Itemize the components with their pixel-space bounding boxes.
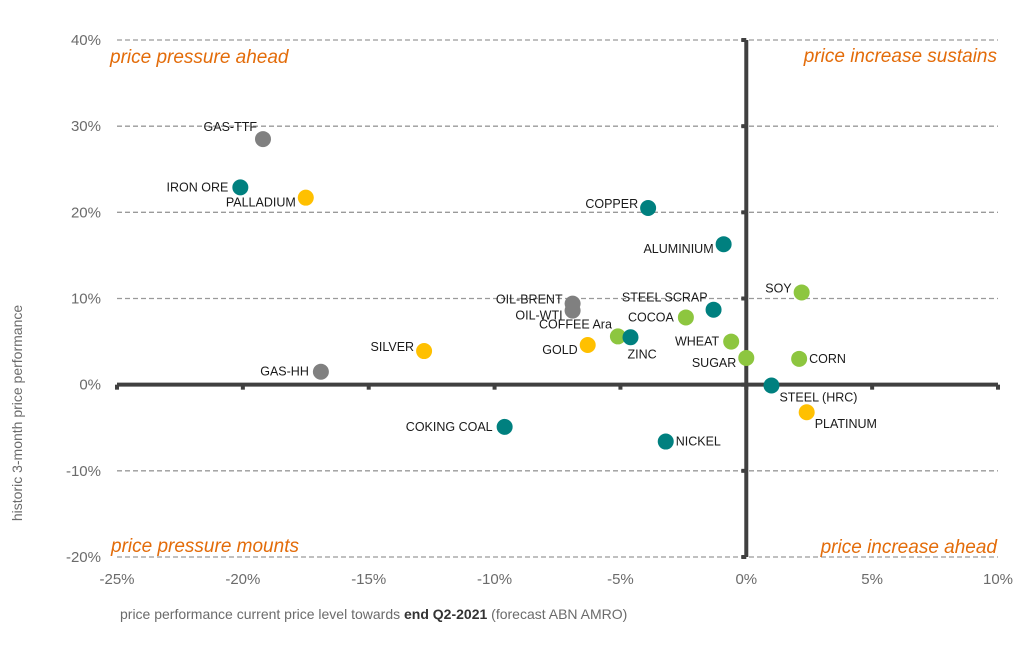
point-label: WHEAT	[675, 335, 720, 349]
quadrant-label-top-left: price pressure ahead	[109, 47, 290, 68]
x-tick-mark	[996, 384, 1000, 390]
point-label: PLATINUM	[815, 417, 877, 431]
data-point-coffee-ara	[609, 328, 626, 345]
point-label: IRON ORE	[167, 180, 229, 194]
point-label: COPPER	[585, 197, 638, 211]
y-tick-mark	[741, 468, 747, 473]
quadrant-label-bottom-left: price pressure mounts	[110, 536, 299, 557]
point-label: OIL-BRENT	[496, 293, 563, 307]
point-label: COCOA	[628, 310, 675, 324]
data-point-wheat	[723, 333, 740, 350]
point-label: ZINC	[627, 347, 656, 361]
data-point-gas-hh	[312, 363, 329, 380]
axes	[115, 38, 1000, 559]
point-label: GAS-HH	[260, 365, 309, 379]
data-point-corn	[791, 350, 808, 367]
x-tick-mark	[492, 384, 497, 390]
data-point-palladium	[297, 189, 314, 206]
point-label: GAS-TTF	[204, 120, 258, 134]
x-tick-label: 5%	[861, 571, 883, 588]
data-point-cocoa	[677, 309, 694, 326]
x-tick-label: 10%	[983, 571, 1013, 588]
point-label: ALUMINIUM	[643, 242, 713, 256]
quadrant-label-top-right: price increase sustains	[803, 46, 998, 67]
x-axis-title-part-3: (forecast ABN AMRO)	[487, 606, 627, 622]
x-tick-mark	[240, 384, 245, 390]
data-point-aluminium	[715, 236, 732, 253]
x-tick-mark	[115, 384, 119, 390]
data-point-sugar	[738, 349, 755, 366]
point-label: NICKEL	[676, 435, 721, 449]
y-tick-label: -20%	[66, 549, 101, 566]
data-point-nickel	[657, 433, 674, 450]
gridlines	[117, 39, 998, 558]
x-tick-label: -10%	[477, 571, 512, 588]
data-point-coking-coal	[496, 418, 513, 435]
point-label: SUGAR	[692, 356, 736, 370]
y-tick-labels: -20% -10% 0% 10% 20% 30% 40%	[66, 32, 101, 566]
data-point-copper	[640, 200, 657, 217]
point-label: OIL-WTI	[515, 309, 562, 323]
x-tick-label: -25%	[99, 571, 134, 588]
x-tick-mark	[744, 384, 749, 390]
x-tick-labels: -25% -20% -15% -10% -5% 0% 5% 10%	[99, 571, 1013, 588]
y-tick-mark	[741, 124, 747, 129]
data-point-steel-scrap	[705, 301, 722, 318]
y-tick-mark	[741, 210, 747, 215]
quadrant-labels: price pressure ahead price increase sust…	[109, 46, 998, 558]
y-tick-label: 40%	[71, 32, 101, 49]
data-point-soy	[793, 284, 810, 301]
point-label: SOY	[765, 281, 792, 295]
data-point-iron-ore	[232, 179, 249, 196]
point-label: SILVER	[371, 340, 415, 354]
x-tick-label: -5%	[607, 571, 634, 588]
y-tick-mark	[741, 38, 747, 42]
x-tick-label: -15%	[351, 571, 386, 588]
point-label: GOLD	[542, 343, 577, 357]
data-point-gas-ttf	[254, 131, 271, 148]
y-axis-title: historic 3-month price performance	[9, 305, 25, 522]
y-tick-label: -10%	[66, 463, 101, 480]
x-tick-mark	[618, 384, 623, 390]
point-label: STEEL (HRC)	[779, 391, 857, 405]
point-label: COFFEE Ara	[539, 317, 612, 331]
data-point-oil-wti	[564, 302, 581, 319]
y-tick-label: 20%	[71, 204, 101, 221]
x-axis-title: price performance current price level to…	[120, 606, 627, 622]
y-tick-mark	[741, 296, 747, 301]
quadrant-label-bottom-right: price increase ahead	[820, 537, 999, 558]
x-axis-title-bold: end Q2-2021	[404, 606, 487, 622]
point-label: STEEL SCRAP	[622, 291, 708, 305]
y-tick-mark	[741, 555, 747, 559]
y-tick-label: 30%	[71, 118, 101, 135]
x-tick-label: 0%	[735, 571, 757, 588]
point-label: CORN	[809, 352, 846, 366]
data-point-platinum	[798, 404, 815, 421]
x-tick-mark	[870, 384, 875, 390]
data-point-steel-hrc	[763, 377, 780, 394]
x-tick-label: -20%	[225, 571, 260, 588]
point-label: COKING COAL	[406, 420, 493, 434]
point-label: PALLADIUM	[226, 196, 296, 210]
y-tick-label: 10%	[71, 291, 101, 308]
data-point-zinc	[622, 329, 639, 346]
x-tick-mark	[366, 384, 371, 390]
y-tick-mark	[741, 382, 747, 387]
data-points	[232, 131, 815, 450]
x-axis-title-part-1: price performance current price level to…	[120, 606, 404, 622]
y-tick-label: 0%	[79, 377, 101, 394]
data-point-silver	[416, 343, 433, 360]
point-labels: GAS-TTF IRON ORE PALLADIUM COPPER ALUMINIUM S…	[167, 120, 877, 448]
data-point-gold	[579, 337, 596, 354]
